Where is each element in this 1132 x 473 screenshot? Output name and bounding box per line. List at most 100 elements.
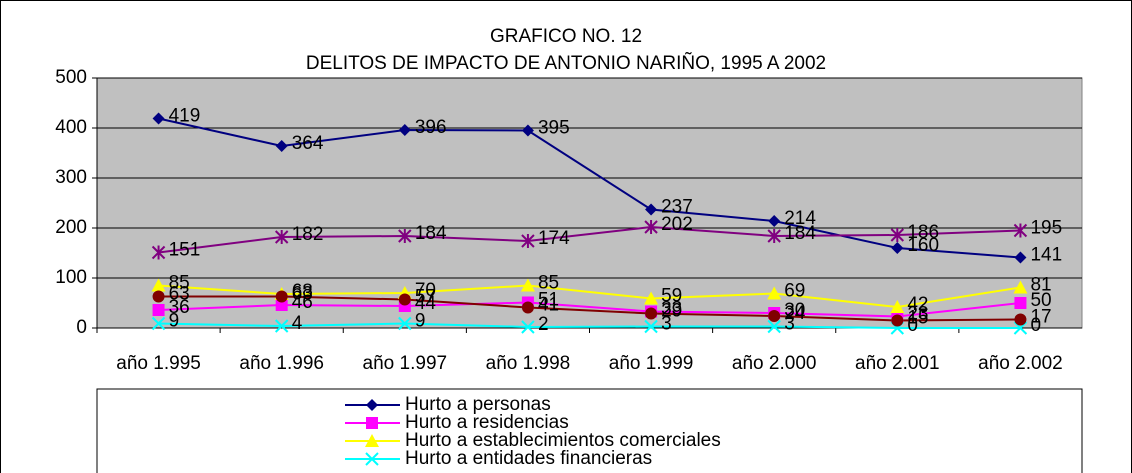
data-label: 141 bbox=[1030, 245, 1062, 266]
marker bbox=[274, 319, 289, 333]
x-tick-label: año 1.999 bbox=[609, 353, 694, 374]
x-tick-label: año 2.002 bbox=[978, 353, 1063, 374]
y-tick-label: 200 bbox=[55, 217, 87, 238]
data-label: 81 bbox=[1030, 275, 1051, 296]
marker bbox=[274, 230, 289, 244]
data-label: 195 bbox=[1030, 218, 1062, 239]
marker bbox=[645, 307, 658, 320]
marker bbox=[365, 434, 379, 447]
data-label: 396 bbox=[415, 117, 447, 138]
marker bbox=[365, 452, 379, 466]
data-label: 364 bbox=[292, 133, 324, 154]
data-label: 44 bbox=[415, 293, 437, 314]
y-tick-label: 300 bbox=[55, 167, 87, 188]
marker bbox=[521, 301, 534, 314]
marker bbox=[767, 229, 781, 243]
legend-box bbox=[96, 388, 1083, 473]
data-label: 160 bbox=[907, 235, 939, 256]
chart-subtitle: DELITOS DE IMPACTO DE ANTONIO NARIÑO, 19… bbox=[306, 52, 826, 74]
data-label: 419 bbox=[169, 106, 201, 127]
y-tick-label: 0 bbox=[76, 317, 87, 338]
marker bbox=[1014, 251, 1027, 264]
marker bbox=[1013, 321, 1028, 335]
marker bbox=[398, 316, 412, 331]
marker bbox=[398, 293, 411, 306]
data-label: 29 bbox=[661, 301, 682, 322]
x-tick-label: año 1.996 bbox=[239, 353, 324, 374]
marker bbox=[1013, 223, 1028, 238]
data-label: 24 bbox=[784, 303, 806, 324]
legend-label: Hurto a establecimientos comerciales bbox=[405, 430, 721, 451]
data-label: 69 bbox=[784, 281, 805, 302]
marker bbox=[398, 229, 412, 243]
data-label: 186 bbox=[907, 222, 939, 243]
series-line bbox=[158, 301, 1021, 318]
data-label: 2 bbox=[538, 314, 549, 335]
data-label: 85 bbox=[538, 273, 559, 294]
data-label: 214 bbox=[784, 208, 816, 229]
marker bbox=[767, 286, 782, 300]
data-label: 151 bbox=[169, 240, 201, 261]
data-label: 30 bbox=[784, 300, 805, 321]
marker bbox=[1014, 297, 1027, 309]
marker bbox=[891, 314, 904, 327]
x-tick-label: año 1.997 bbox=[363, 353, 448, 374]
data-label: 15 bbox=[907, 308, 928, 329]
data-label: 57 bbox=[415, 287, 436, 308]
marker bbox=[644, 319, 658, 334]
series-line bbox=[158, 322, 1021, 329]
data-label: 46 bbox=[292, 292, 313, 313]
marker bbox=[644, 291, 659, 305]
data-label: 63 bbox=[169, 284, 190, 305]
marker bbox=[366, 399, 378, 411]
data-label: 85 bbox=[169, 273, 190, 294]
marker bbox=[1013, 280, 1028, 294]
marker bbox=[152, 304, 165, 316]
series-line bbox=[158, 117, 1021, 259]
marker bbox=[767, 319, 781, 334]
marker bbox=[521, 124, 534, 137]
marker bbox=[275, 140, 288, 152]
marker bbox=[521, 320, 535, 334]
data-label: 395 bbox=[538, 118, 570, 139]
marker bbox=[152, 112, 165, 125]
data-label: 9 bbox=[415, 311, 426, 332]
data-label: 59 bbox=[661, 286, 682, 307]
legend-label: Hurto a residencias bbox=[405, 412, 569, 433]
y-tick-label: 500 bbox=[55, 67, 87, 88]
data-label: 237 bbox=[661, 197, 693, 218]
data-label: 42 bbox=[907, 294, 928, 315]
data-label: 9 bbox=[169, 311, 180, 332]
series-line bbox=[158, 295, 1021, 322]
data-label: 63 bbox=[292, 284, 313, 305]
marker bbox=[275, 290, 288, 303]
data-label: 0 bbox=[1030, 315, 1041, 336]
data-label: 51 bbox=[538, 290, 559, 311]
marker bbox=[644, 220, 658, 234]
marker bbox=[366, 417, 378, 429]
marker bbox=[398, 124, 411, 136]
marker bbox=[520, 278, 535, 292]
x-tick-label: año 1.998 bbox=[486, 353, 571, 374]
data-label: 184 bbox=[415, 223, 447, 244]
data-label: 184 bbox=[784, 223, 816, 244]
marker bbox=[151, 278, 166, 292]
chart-title: GRAFICO NO. 12 bbox=[490, 26, 642, 47]
x-tick-label: año 2.000 bbox=[732, 353, 817, 374]
data-label: 202 bbox=[661, 214, 693, 235]
marker bbox=[891, 242, 904, 254]
data-label: 41 bbox=[538, 295, 559, 316]
marker bbox=[275, 299, 288, 311]
data-label: 174 bbox=[538, 228, 570, 249]
x-tick-label: año 2.001 bbox=[855, 353, 940, 374]
data-label: 3 bbox=[661, 314, 672, 335]
marker bbox=[645, 203, 658, 216]
marker bbox=[890, 300, 905, 313]
x-tick-label: año 1.995 bbox=[116, 353, 201, 374]
marker bbox=[521, 234, 535, 248]
data-label: 70 bbox=[415, 280, 436, 301]
marker bbox=[151, 245, 166, 260]
marker bbox=[1014, 313, 1027, 326]
data-label: 33 bbox=[661, 299, 682, 320]
